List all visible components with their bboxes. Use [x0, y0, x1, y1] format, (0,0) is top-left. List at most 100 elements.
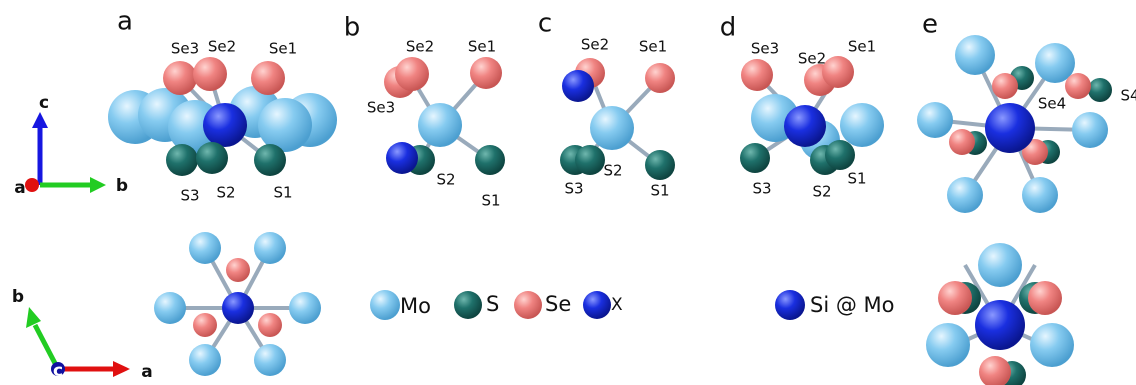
atom-label: S2 [603, 162, 622, 180]
atom [1065, 73, 1091, 99]
atom [226, 258, 250, 282]
atom-label: S1 [650, 182, 669, 200]
axis-label: a [141, 362, 152, 382]
atom [926, 323, 970, 367]
atom-label: Se1 [639, 38, 667, 56]
atom-label: Se3 [367, 99, 395, 117]
caption: Si @ Mo [810, 293, 894, 317]
panel-letter: b [344, 13, 361, 43]
atom [193, 313, 217, 337]
atom [289, 292, 321, 324]
atom [840, 103, 884, 147]
atom [189, 232, 221, 264]
atom [1028, 281, 1062, 315]
atom [822, 56, 854, 88]
atom [590, 106, 634, 150]
atom [395, 57, 429, 91]
axis-arrow [113, 361, 130, 377]
axis-label: b [116, 176, 128, 196]
legend-label: Mo [400, 294, 431, 318]
atom [222, 292, 254, 324]
atom [1072, 112, 1108, 148]
figure: c a b b c a Mo S Se X Si @ Mo a Se3 Se2 Se1… [0, 0, 1136, 385]
atom-label: Se3 [751, 40, 779, 58]
atom [775, 290, 805, 320]
atom [978, 243, 1022, 287]
atom [1088, 78, 1112, 102]
atom [154, 292, 186, 324]
atoms [108, 35, 1112, 385]
atom [985, 103, 1035, 153]
atom [254, 344, 286, 376]
atom-label: Se2 [798, 50, 826, 68]
atom [386, 142, 418, 174]
atom [470, 57, 502, 89]
atom [992, 73, 1018, 99]
atom [645, 63, 675, 93]
atom [454, 291, 482, 319]
atom-label: S1 [481, 192, 500, 210]
atom [258, 313, 282, 337]
axis-label: c [39, 93, 49, 113]
atom [562, 70, 594, 102]
atom [825, 140, 855, 170]
atom-label: S3 [564, 180, 583, 198]
axis-label: c [53, 361, 63, 381]
atom [514, 291, 542, 319]
atom [258, 98, 312, 152]
atom [163, 61, 197, 95]
atom-label: S3 [752, 180, 771, 198]
atom [251, 61, 285, 95]
atom-label: Se1 [848, 38, 876, 56]
atom [740, 143, 770, 173]
atom [189, 344, 221, 376]
atom-label: Se2 [208, 38, 236, 56]
atom [1022, 177, 1058, 213]
atom [1030, 323, 1074, 367]
atom [193, 57, 227, 91]
atom-label: S1 [273, 184, 292, 202]
axis-arrow [32, 112, 48, 128]
atom-label: S3 [180, 187, 199, 205]
atom [254, 144, 286, 176]
atom [475, 145, 505, 175]
panel-letter: a [117, 7, 133, 37]
legend-label: Se [545, 292, 571, 316]
atom [947, 177, 983, 213]
atom [949, 129, 975, 155]
atom [583, 291, 611, 319]
axis-arrow [26, 307, 41, 328]
atom-label: Se2 [581, 36, 609, 54]
panel-letter: c [538, 9, 552, 39]
atom-label: Se1 [468, 38, 496, 56]
atom [917, 102, 953, 138]
axis-arrow [90, 177, 106, 193]
atom [370, 290, 400, 320]
axis-label: b [12, 287, 24, 307]
atom [938, 281, 972, 315]
atom [418, 103, 462, 147]
atom-label: S1 [847, 170, 866, 188]
legend-label: X [611, 295, 623, 315]
legend-label: S [486, 292, 499, 316]
atom [784, 105, 826, 147]
atom-label: Se2 [406, 38, 434, 56]
atom [254, 232, 286, 264]
atom-label: Se1 [269, 40, 297, 58]
atom-label: S2 [216, 184, 235, 202]
axis-label: a [14, 178, 25, 198]
atom [203, 103, 247, 147]
panel-letter: d [720, 13, 737, 43]
atom [955, 35, 995, 75]
atom-label: S2 [436, 171, 455, 189]
atom [741, 59, 773, 91]
atom [975, 300, 1025, 350]
atom-label: Se4 [1038, 95, 1066, 113]
atom [979, 356, 1011, 385]
axes-2: b c a [12, 287, 153, 382]
atom [645, 150, 675, 180]
panel-letter: e [922, 10, 938, 40]
atom [166, 144, 198, 176]
atom-label: S4 [1120, 87, 1136, 105]
atom-label: Se3 [171, 40, 199, 58]
